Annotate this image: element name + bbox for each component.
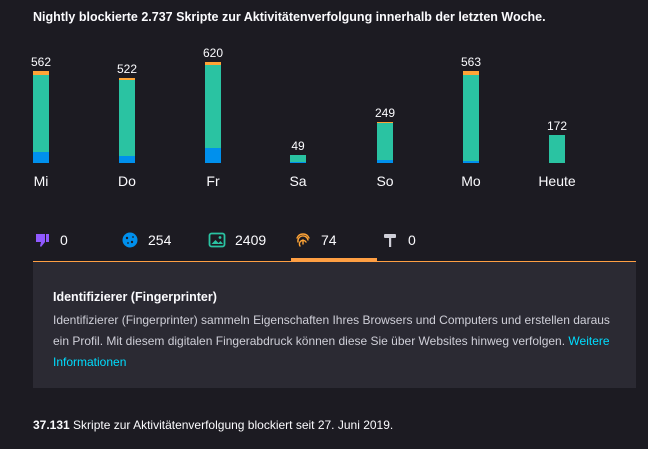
total-blocked-text: Skripte zur Aktivitätenverfolgung blocki… <box>73 418 394 432</box>
panel-description: Identifizierer (Fingerprinter) sammeln E… <box>53 310 613 373</box>
bar-segment <box>549 134 565 163</box>
day-column: 49 Sa <box>268 0 328 200</box>
stacked-bar <box>463 71 479 163</box>
weekly-bar-chart: 562 Mi 522 Do 620 Fr 49 Sa 249 So 563 Mo 172 Heute <box>0 0 648 200</box>
total-blocked-count: 37.131 <box>33 418 70 432</box>
bar-total-label: 49 <box>291 139 305 154</box>
panel-title: Identifizierer (Fingerprinter) <box>53 290 217 304</box>
bar-segment <box>119 79 135 157</box>
bar-total-label: 562 <box>30 55 52 70</box>
bar-segment <box>205 148 221 163</box>
bar-segment <box>205 65 221 149</box>
day-column: 172 Heute <box>527 0 587 200</box>
tab-count: 0 <box>408 231 416 248</box>
total-blocked-summary: 37.131 Skripte zur Aktivitätenverfolgung… <box>33 418 393 432</box>
learn-more-link[interactable]: Weitere Informationen <box>53 334 610 369</box>
bar-total-label: 522 <box>116 61 138 76</box>
day-column: 522 Do <box>97 0 157 200</box>
day-label: Mo <box>461 173 481 189</box>
stacked-bar <box>549 134 565 163</box>
day-label: Mi <box>33 173 49 189</box>
bar-segment <box>377 159 393 163</box>
day-column: 563 Mo <box>441 0 501 200</box>
bar-total-label: 249 <box>374 106 396 121</box>
cookie-icon <box>122 232 138 247</box>
image-icon <box>208 232 226 247</box>
bar-segment <box>33 74 49 153</box>
tab-cookies[interactable]: 254 <box>121 218 171 261</box>
stacked-bar <box>205 62 221 163</box>
bar-segment <box>119 77 135 80</box>
day-label: Do <box>118 173 136 189</box>
tab-count: 2409 <box>235 231 267 248</box>
day-column: 562 Mi <box>11 0 71 200</box>
bar-segment <box>290 155 306 163</box>
tab-tracking-content[interactable]: 2409 <box>208 218 266 261</box>
day-column: 620 Fr <box>183 0 243 200</box>
bar-segment <box>33 152 49 163</box>
bar-segment <box>463 71 479 75</box>
tab-count: 254 <box>148 231 172 248</box>
bar-total-label: 620 <box>202 46 224 60</box>
tab-fingerprinters[interactable]: 74 <box>291 218 377 261</box>
category-detail-panel: Identifizierer (Fingerprinter) Identifiz… <box>33 261 636 388</box>
stacked-bar <box>377 122 393 163</box>
bar-total-label: 172 <box>546 118 568 133</box>
day-label: Fr <box>206 173 220 189</box>
bar-segment <box>463 161 479 163</box>
hammer-icon <box>384 233 396 247</box>
tab-count: 74 <box>321 231 337 248</box>
day-column: 249 So <box>355 0 415 200</box>
tab-cryptominers[interactable]: 0 <box>381 218 416 261</box>
panel-body-text: Identifizierer (Fingerprinter) sammeln E… <box>53 313 610 348</box>
fingerprint-icon <box>296 232 310 247</box>
day-label: So <box>376 173 394 189</box>
stacked-bar <box>290 155 306 163</box>
bar-segment <box>33 71 49 75</box>
bar-segment <box>290 162 306 163</box>
weekly-headline: Nightly blockierte 2.737 Skripte zur Akt… <box>33 10 546 24</box>
bar-segment <box>377 122 393 160</box>
category-tabs: 0 254 2409 74 <box>33 218 637 261</box>
bar-segment <box>463 74 479 162</box>
bar-total-label: 563 <box>460 55 482 70</box>
bar-segment <box>205 62 221 66</box>
tab-count: 0 <box>60 231 68 248</box>
tab-social[interactable]: 0 <box>33 218 68 261</box>
day-label: Heute <box>538 173 576 189</box>
stacked-bar <box>119 77 135 163</box>
stacked-bar <box>33 71 49 163</box>
thumbs-down-icon <box>36 233 49 247</box>
bar-segment <box>119 156 135 163</box>
day-label: Sa <box>289 173 307 189</box>
